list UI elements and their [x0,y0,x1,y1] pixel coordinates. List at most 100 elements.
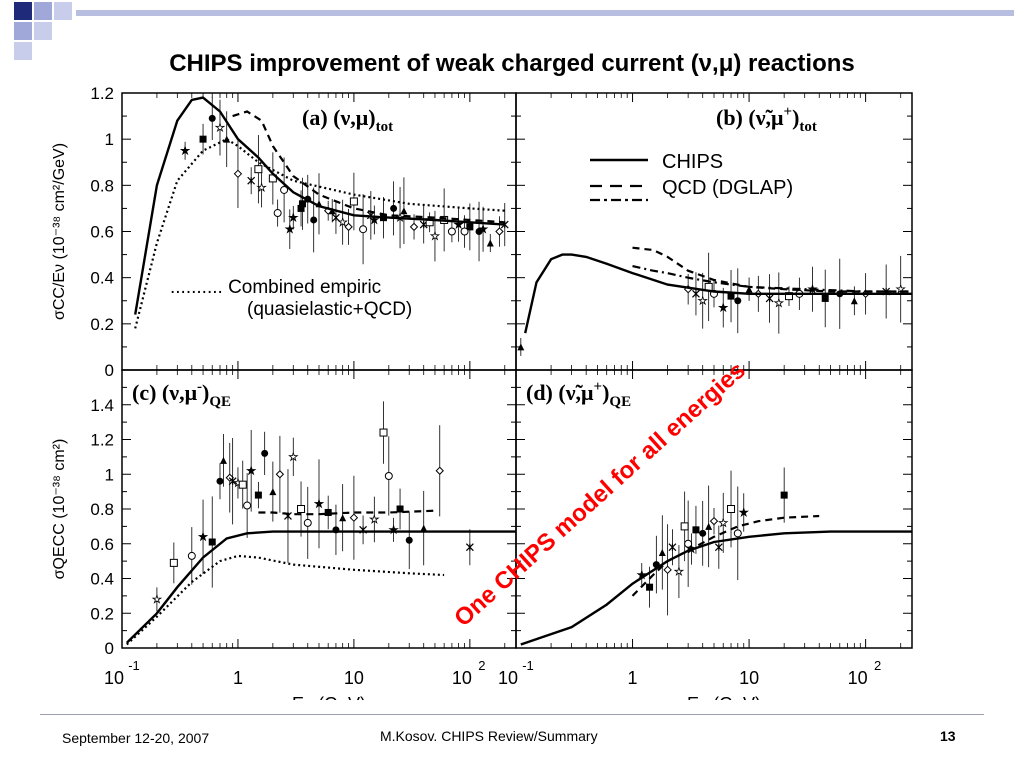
panel-a-data-point [179,145,191,156]
panel-b-series-chips [524,253,912,334]
panel-c-data-point [275,470,285,479]
panel-d-label: (d) (ν̃,μ+)QE [526,379,631,410]
panel-c-ylabel: σQECC (10⁻³⁸ cm²) [51,439,68,580]
panel-d-data-point [717,517,729,528]
panel-c-xtick-label: 1 [233,668,243,688]
panel-c-data-point [324,508,332,516]
panel-d-data-point [705,522,713,530]
page-number: 13 [940,728,956,744]
panel-c-data-point [238,480,247,489]
panel-d-data-point [663,565,672,575]
panel-a-annotation: .......... Combined empiric [170,277,381,298]
panel-c-ytick-label: 0.2 [90,604,114,623]
deco-square-3 [54,2,72,20]
panel-d-xtick-label: 10 [739,668,759,688]
panel-a-data-point [288,212,299,223]
panel-c-xtick-exp: -1 [128,658,140,673]
panel-a-data-point [208,114,216,122]
panel-a-ytick-label: 1 [105,130,114,149]
panel-d-data-point [668,543,677,552]
panel-b-data-point [727,292,735,300]
panel-b-data-point [692,289,700,298]
panel-d-data-point [658,548,666,556]
panel-c-data-point [313,498,325,509]
footer-presentation: M.Kosov. CHIPS Review/Summary [380,728,598,744]
panel-c-data-point [379,428,388,437]
panel-a-data-point [359,225,368,234]
panel-a-data-point [280,185,289,194]
panel-d-data-point [692,526,700,534]
panel-c-data-point [420,524,428,532]
panel-c-xtick-exp: 2 [478,658,485,673]
panel-a-series-combined-empiric [134,137,505,329]
panel-d-data-point [714,543,723,552]
panel-c-data-point [228,477,237,486]
panel-b-data-point [773,297,785,308]
panel-d-data-point [733,529,742,538]
panel-c-data-point [339,514,347,522]
panel-b-label: (b) (ν̃,μ+)tot [716,104,817,135]
panel-a-ytick-label: 0 [105,361,114,380]
panel-b-data-point [745,285,753,293]
panel-a-data-point [254,165,263,174]
panel-b-data-point [850,297,858,305]
panel-d-xtick-label: 10 [498,668,518,688]
panel-a-data-point [400,207,408,215]
panel-a-label: (a) (ν,μ)tot [302,105,393,135]
panel-a-ylabel: σCC/Eν (10⁻³⁸ cm²/GeV) [51,143,68,320]
panel-c-data-point [396,505,404,513]
panel-d-data-point [738,507,749,518]
panel-a-data-point [332,213,340,222]
panel-a-data-point [495,227,504,236]
panel-c-ytick-label: 1.4 [90,396,114,415]
legend-label-chips: CHIPS [662,151,723,173]
panel-a-series-qcd-dglap- [232,110,505,224]
footer-date: September 12-20, 2007 [62,730,210,746]
panel-c-data-point [216,477,224,485]
panel-c-data-point [465,543,474,552]
panel-d-series-qcd-dglap- [631,514,820,597]
panel-c-xtick-label: 10 [344,668,364,688]
panel-b-data-point [734,297,742,305]
panel-a-data-point [409,222,419,232]
panel-c-data-point [435,466,444,475]
panel-c-label: (c) (ν,μ-)QE [132,379,231,410]
deco-square-2 [34,2,52,20]
panel-c-ytick-label: 1.2 [90,431,114,450]
panel-a-data-point [310,216,318,224]
panel-d-data-point [699,529,707,537]
panel-c-data-point [254,491,262,499]
panel-a-ytick-label: 0.2 [90,315,114,334]
panel-a-data-point [466,223,474,231]
slide-title: CHIPS improvement of weak charged curren… [169,50,855,77]
panel-a-data-point [475,228,483,235]
panel-a-data-point [214,122,226,133]
panel-a-data-point [223,135,231,143]
panel-b-series-qcd-dglap- [632,246,912,293]
panel-a-data-point [247,176,256,185]
panel-a-ytick-label: 0.4 [90,269,114,288]
panel-d-xtick-exp: 2 [874,658,881,673]
panel-c-data-point [405,536,413,544]
panel-d-data-point [709,516,719,526]
panel-c-data-point [151,593,163,604]
banner-text: One CHIPS model for all energies [449,357,751,632]
panel-a-data-point [447,227,456,236]
deco-square-4 [14,22,32,40]
panel-d-xtick-label: 1 [628,668,638,688]
panel-d-data-point [727,505,736,513]
panel-a-data-point [284,223,296,234]
panel-a-data-point [429,230,441,241]
panel-a-data-point [233,169,243,178]
panel-d-xtick-label: 10 [848,668,868,688]
panel-b-data-point [765,294,774,303]
panel-a-ytick-label: 0.8 [90,176,114,195]
panel-c-data-point [169,558,178,567]
panel-c-data-point [243,501,252,510]
panel-a-data-point [486,239,494,247]
panel-d-series-chips [520,530,912,646]
panel-c-data-point [349,513,359,522]
panel-c-data-point [261,449,269,457]
legend-label-qcd: QCD (DGLAP) [662,177,793,199]
